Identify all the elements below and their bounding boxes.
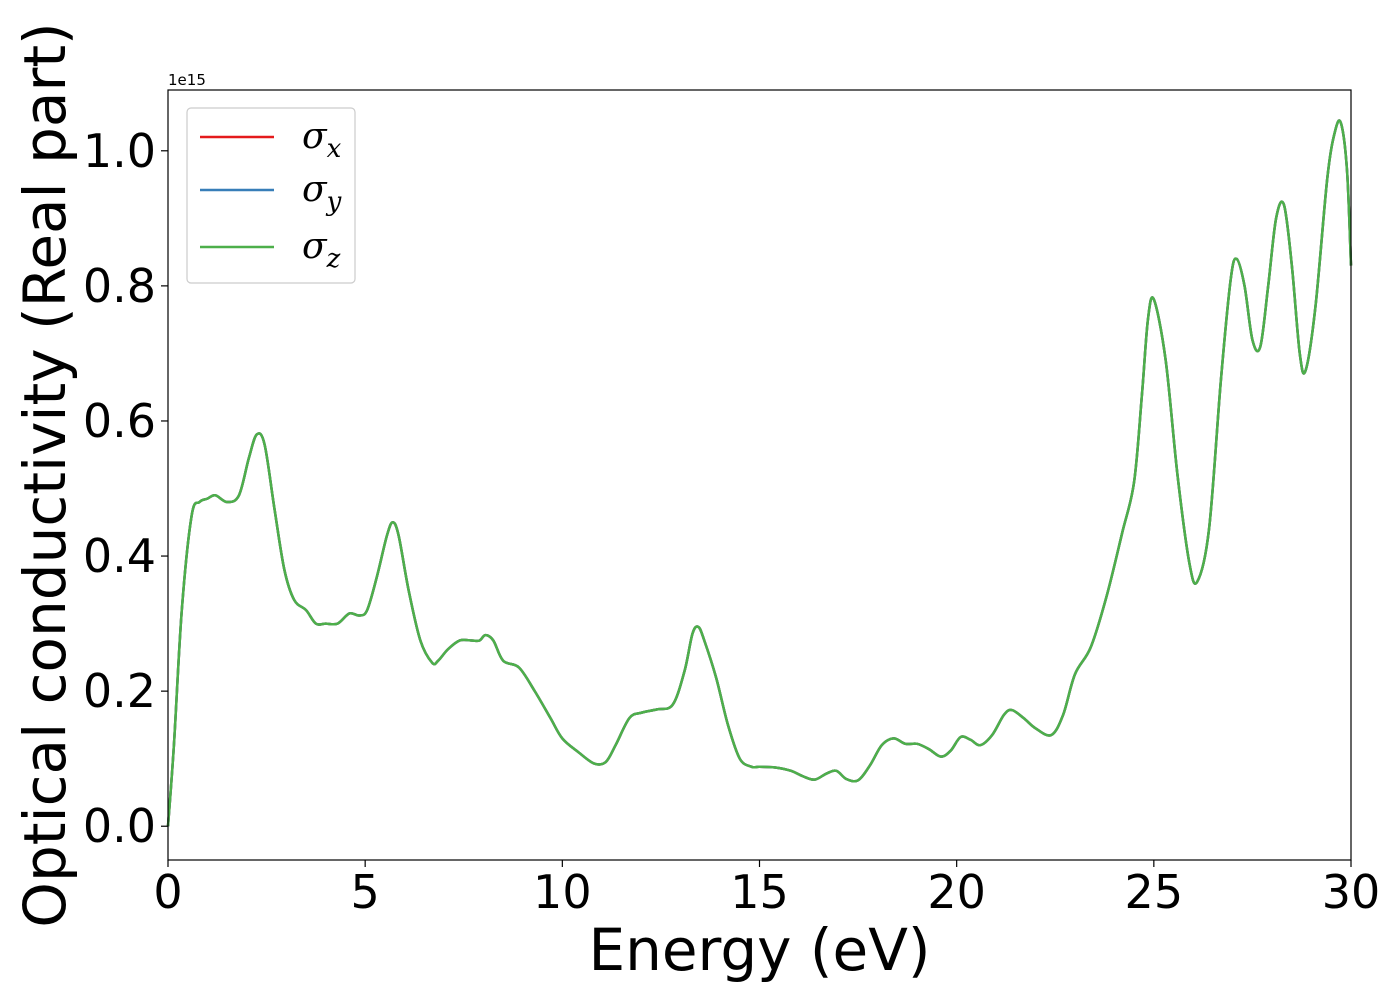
y-tick-label: 1.0 (83, 124, 156, 178)
y-tick-label: 0.4 (83, 529, 156, 583)
legend-label-sigma-z-sub: z (326, 244, 341, 274)
series-lines (166, 119, 1353, 827)
legend-label-sigma-x-main: σ (302, 116, 328, 157)
x-tick-label: 25 (1125, 865, 1184, 919)
legend-label-sigma-x-sub: x (327, 134, 342, 164)
y-axis-label: Optical conductivity (Real part) (11, 22, 79, 927)
x-axis-label: Energy (eV) (588, 916, 930, 984)
y-tick-label: 0.0 (83, 799, 156, 853)
y-tick-label: 0.2 (83, 664, 156, 718)
legend-label-sigma-y-sub: y (326, 187, 342, 217)
series-line-z (166, 119, 1353, 827)
legend: σx σy σz (186, 107, 356, 284)
legend-label-sigma-z: σz (302, 226, 341, 274)
legend-label-sigma-x: σx (302, 116, 342, 164)
x-tick-label: 20 (927, 865, 986, 919)
legend-label-sigma-y-main: σ (302, 169, 328, 210)
x-tick-label: 5 (351, 865, 380, 919)
y-axis-ticks: 0.0 0.2 0.4 0.6 0.8 1.0 (83, 124, 168, 853)
x-axis-ticks: 0 5 10 15 20 25 30 (153, 860, 1380, 919)
legend-label-sigma-z-main: σ (302, 226, 328, 267)
y-offset-text: 1e15 (168, 71, 206, 89)
x-tick-label: 0 (153, 865, 182, 919)
y-tick-label: 0.8 (83, 259, 156, 313)
x-tick-label: 15 (730, 865, 789, 919)
x-tick-label: 30 (1322, 865, 1381, 919)
x-tick-label: 10 (533, 865, 592, 919)
legend-label-sigma-y: σy (302, 169, 342, 217)
y-tick-label: 0.6 (83, 394, 156, 448)
legend-frame (186, 107, 356, 284)
